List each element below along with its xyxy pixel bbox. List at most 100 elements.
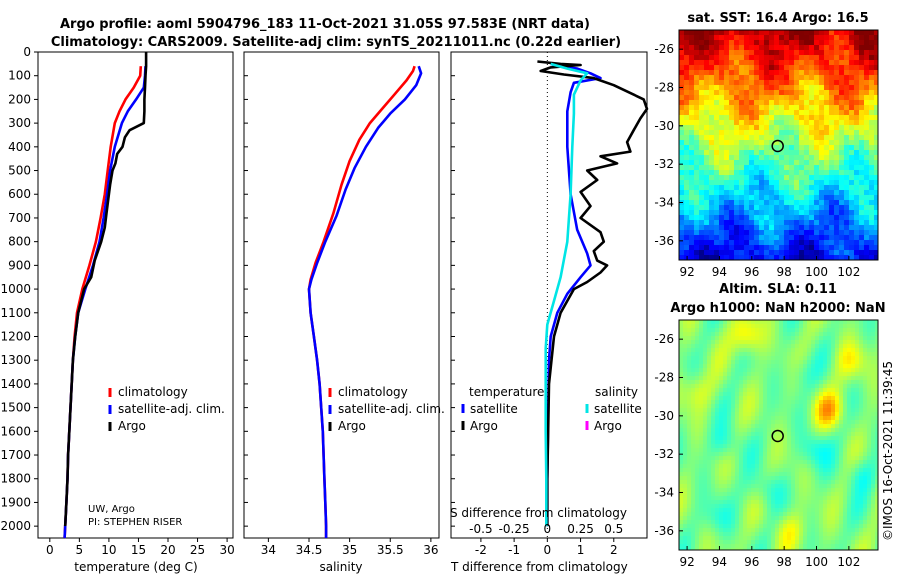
map-cell <box>739 332 744 337</box>
map-cell <box>809 35 815 41</box>
map-cell <box>799 180 805 186</box>
map-cell <box>851 492 856 497</box>
map-cell <box>723 356 728 361</box>
map-cell <box>867 396 872 401</box>
map-cell <box>683 488 688 493</box>
map-cell <box>771 372 776 377</box>
map-cell <box>855 380 860 385</box>
map-cell <box>707 480 712 485</box>
map-cell <box>804 180 810 186</box>
map-cell <box>847 332 852 337</box>
map-cell <box>703 364 708 369</box>
map-cell <box>695 436 700 441</box>
map-cell <box>779 165 785 171</box>
map-cell <box>847 444 852 449</box>
map-cell <box>795 492 800 497</box>
map-cell <box>867 436 872 441</box>
map-cell <box>789 185 795 191</box>
map-cell <box>767 540 772 545</box>
map-cell <box>769 65 775 71</box>
map-cell <box>695 460 700 465</box>
map-cell <box>799 460 804 465</box>
map-cell <box>683 476 688 481</box>
map-cell <box>767 460 772 465</box>
map-cell <box>759 185 765 191</box>
map-cell <box>754 80 760 86</box>
map-cell <box>739 548 744 551</box>
map-cell <box>704 170 710 176</box>
map-cell <box>754 40 760 46</box>
map-cell <box>689 125 695 131</box>
map-cell <box>695 392 700 397</box>
map-cell <box>779 45 785 51</box>
map-cell <box>714 95 720 101</box>
map-cell <box>867 452 872 457</box>
x-tick-label: 35 <box>342 543 357 557</box>
map-cell <box>734 75 740 81</box>
map-cell <box>835 392 840 397</box>
map-cell <box>815 400 820 405</box>
map-cell <box>795 460 800 465</box>
map-cell <box>754 135 760 141</box>
map-cell <box>779 384 784 389</box>
map-cell <box>834 115 840 121</box>
map-cell <box>747 520 752 525</box>
map-cell <box>869 140 875 146</box>
map-cell <box>843 436 848 441</box>
map-cell <box>679 245 685 251</box>
map-cell <box>874 100 879 106</box>
map-cell <box>679 436 684 441</box>
map-cell <box>831 492 836 497</box>
map-cell <box>755 336 760 341</box>
map-cell <box>775 404 780 409</box>
map-cell <box>754 170 760 176</box>
map-cell <box>867 420 872 425</box>
map-cell <box>787 476 792 481</box>
map-cell <box>699 480 704 485</box>
map-cell <box>683 496 688 501</box>
map-cell <box>874 140 879 146</box>
map-cell <box>783 456 788 461</box>
map-cell <box>739 45 745 51</box>
map-cell <box>819 388 824 393</box>
map-cell <box>814 160 820 166</box>
map-cell <box>764 60 770 66</box>
map-cell <box>859 80 865 86</box>
map-cell <box>751 420 756 425</box>
map-cell <box>819 215 825 221</box>
map-cell <box>855 488 860 493</box>
map-cell <box>799 420 804 425</box>
map-cell <box>723 328 728 333</box>
map-cell <box>791 432 796 437</box>
map-cell <box>819 210 825 216</box>
map-cell <box>704 250 710 256</box>
map-cell <box>689 145 695 151</box>
map-cell <box>751 352 756 357</box>
map-cell <box>711 324 716 329</box>
map-cell <box>739 110 745 116</box>
map-cell <box>707 404 712 409</box>
map-cell <box>707 432 712 437</box>
map-cell <box>734 190 740 196</box>
map-cell <box>724 75 730 81</box>
map-cell <box>859 55 865 61</box>
map-cell <box>784 145 790 151</box>
map-cell <box>831 344 836 349</box>
map-cell <box>735 464 740 469</box>
map-cell <box>687 412 692 417</box>
map-cell <box>814 205 820 211</box>
map-cell <box>694 60 700 66</box>
map-cell <box>871 548 876 551</box>
map-cell <box>849 60 855 66</box>
map-cell <box>851 324 856 329</box>
map-cell <box>875 516 879 521</box>
map-cell <box>824 130 830 136</box>
s-tick-label: -0.5 <box>469 522 492 536</box>
map-cell <box>679 180 685 186</box>
map-cell <box>759 35 765 41</box>
map-cell <box>715 388 720 393</box>
map-cell <box>803 492 808 497</box>
map-cell <box>827 360 832 365</box>
map-cell <box>803 344 808 349</box>
map-cell <box>839 225 845 231</box>
